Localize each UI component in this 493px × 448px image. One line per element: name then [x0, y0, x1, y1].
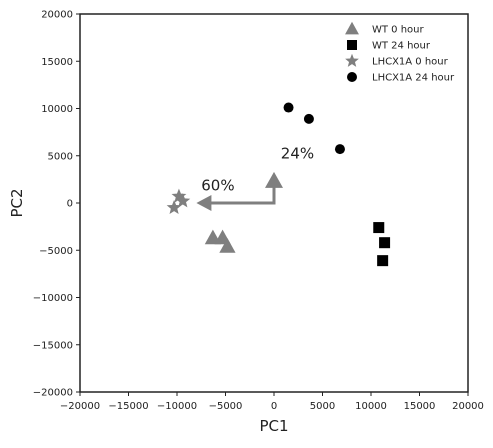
- x-tick-label: 0: [271, 401, 277, 412]
- data-point-square: [379, 237, 391, 249]
- y-axis-title: PC2: [8, 188, 26, 217]
- data-point-square: [377, 255, 389, 267]
- legend-marker-square: [347, 40, 357, 50]
- x-tick-label: −5000: [209, 401, 243, 412]
- pc2-percent-label: 24%: [281, 145, 314, 163]
- x-axis-title: PC1: [259, 417, 288, 435]
- y-tick-label: −5000: [39, 246, 73, 257]
- data-point-circle: [303, 113, 314, 124]
- legend: WT 0 hour WT 24 hour LHCX1A 0 hour LHCX1A 2…: [345, 21, 455, 84]
- x-tick-label: −20000: [60, 401, 100, 412]
- y-tick-label: 20000: [41, 10, 73, 21]
- x-tick-label: 15000: [404, 401, 436, 412]
- pc1-percent-label: 60%: [201, 177, 234, 195]
- y-tick-label: −15000: [33, 340, 73, 351]
- x-tick-label: −15000: [108, 401, 148, 412]
- x-tick-label: 20000: [452, 401, 484, 412]
- legend-marker-star: [345, 53, 359, 67]
- legend-label: LHCX1A 0 hour: [372, 57, 449, 68]
- x-tick-label: −10000: [157, 401, 197, 412]
- y-tick-label: −10000: [33, 293, 73, 304]
- plot-frame: [79, 13, 469, 393]
- y-tick-label: 10000: [41, 104, 73, 115]
- legend-marker-circle: [347, 72, 357, 82]
- data-point-circle: [283, 102, 294, 113]
- data-points: [166, 102, 391, 267]
- y-tick-label: 0: [67, 199, 73, 210]
- x-tick-label: 10000: [355, 401, 387, 412]
- data-point-star: [175, 193, 191, 208]
- axis-ticks: −20000 −15000 −10000 −5000 0 5000 10000 15000 20…: [33, 10, 484, 413]
- data-point-triangle: [219, 238, 236, 253]
- data-point-star: [171, 188, 187, 203]
- loading-arrows: 60% 24%: [196, 145, 314, 211]
- data-point-square: [373, 222, 385, 234]
- x-tick-label: 5000: [310, 401, 335, 412]
- y-tick-label: 5000: [48, 151, 73, 162]
- pc2-arrow-head: [265, 171, 283, 188]
- legend-label: WT 24 hour: [372, 41, 431, 52]
- legend-label: WT 0 hour: [372, 25, 425, 36]
- data-point-circle: [334, 144, 345, 155]
- pc1-arrow-head: [196, 195, 212, 211]
- legend-label: LHCX1A 24 hour: [372, 73, 455, 84]
- data-point-star: [166, 199, 182, 215]
- legend-marker-triangle: [345, 21, 359, 35]
- y-tick-label: −20000: [33, 388, 73, 399]
- y-tick-label: 15000: [41, 57, 73, 68]
